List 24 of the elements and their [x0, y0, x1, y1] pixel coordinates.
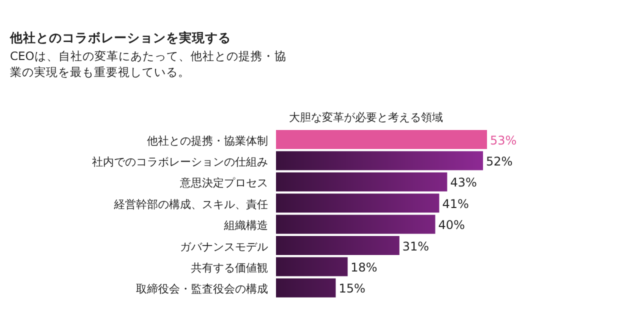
y-tick-label: 社内でのコラボレーションの仕組み [92, 155, 268, 168]
bar [276, 151, 484, 170]
data-label: 18% [350, 260, 378, 274]
data-label: 15% [338, 282, 366, 296]
text: 他社とのコラボレーションを実現する [9, 30, 231, 45]
y-tick-label: 共有する価値観 [191, 261, 268, 274]
data-label: 52% [486, 154, 513, 168]
data-label: 41% [442, 196, 469, 211]
bar [276, 194, 440, 213]
bar [276, 236, 400, 255]
y-tick-label: 意思決定プロセス [179, 176, 268, 190]
y-tick-label: ガバナンスモデル [180, 240, 268, 254]
x-axis-title: 大胆な変革が必要と考える領域 [289, 111, 443, 124]
y-tick-label: 組織構造 [223, 219, 268, 232]
text: CEOは、自社の変革にあたって、他社との提携・協業の実現を最も重要視している。 [10, 49, 286, 79]
bar [276, 130, 487, 149]
y-tick-label: 経営幹部の構成、スキル、責任 [113, 198, 268, 211]
bar [276, 257, 348, 276]
data-label: 31% [402, 239, 430, 254]
data-label: 53% [490, 133, 517, 148]
y-tick-label: 取締役会・監査役会の構成 [136, 282, 268, 296]
data-label: 43% [450, 176, 477, 190]
y-tick-label: 他社との提携・協業体制 [147, 134, 268, 148]
data-label: 40% [438, 218, 465, 232]
